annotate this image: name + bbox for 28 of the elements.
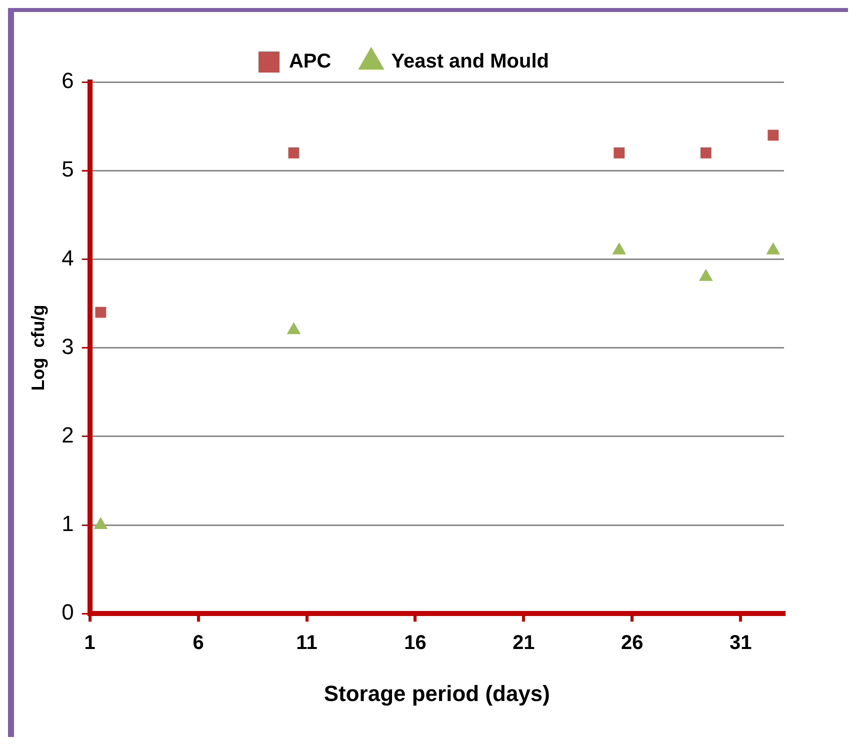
- y-axis-title: Log cfu/g: [28, 304, 48, 391]
- x-tick-label: 11: [296, 632, 318, 654]
- x-axis-title: Storage period (days): [324, 680, 550, 706]
- point: [612, 242, 626, 254]
- x-tick-label: 26: [621, 632, 644, 654]
- point: [95, 306, 106, 318]
- y-tick-label: 5: [62, 156, 74, 182]
- point: [614, 147, 625, 158]
- point: [287, 322, 300, 334]
- y-tick-label: 1: [62, 511, 74, 536]
- point: [766, 242, 780, 254]
- y-tick-label: 4: [62, 245, 74, 270]
- x-tick-label: 16: [404, 632, 426, 654]
- point: [700, 147, 712, 158]
- legend-label: APC: [288, 50, 332, 73]
- y-tick-label: 6: [62, 68, 74, 94]
- x-tick-label: 6: [192, 632, 204, 654]
- point: [288, 147, 300, 158]
- x-tick-label: 31: [729, 632, 752, 654]
- point: [94, 518, 108, 529]
- legend-label: Yeast and Mould: [391, 50, 550, 73]
- point: [699, 269, 712, 281]
- point: [768, 130, 779, 141]
- y-tick-label: 3: [62, 334, 74, 359]
- x-tick-label: 21: [512, 632, 535, 654]
- x-tick-label: 1: [84, 632, 96, 654]
- y-tick-label: 2: [62, 422, 74, 448]
- y-tick-label: 0: [62, 600, 74, 625]
